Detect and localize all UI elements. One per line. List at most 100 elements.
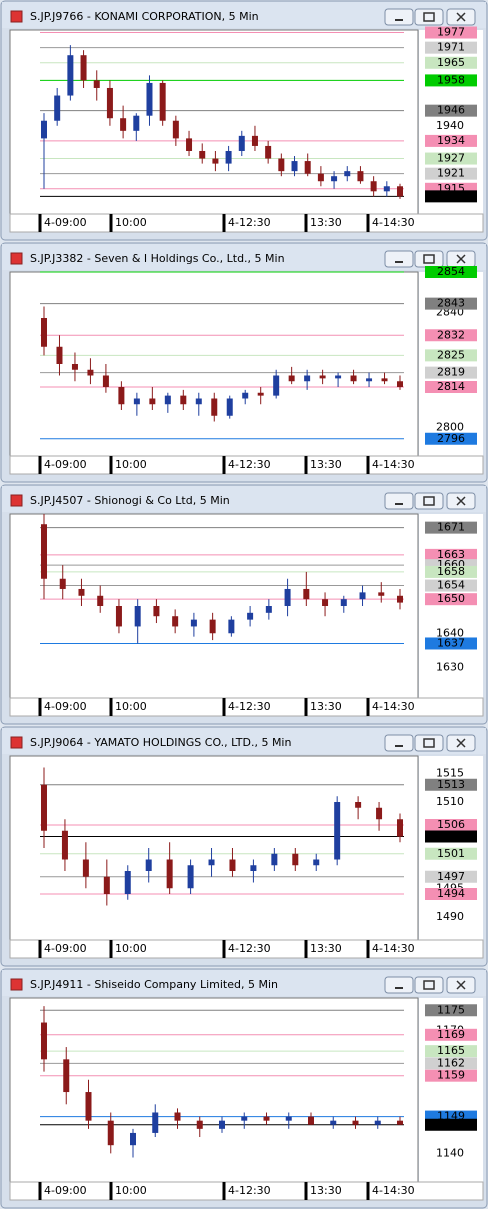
level-box (425, 134, 477, 147)
maximize-button[interactable] (414, 734, 444, 752)
level-box (425, 297, 477, 310)
candle-body (164, 395, 171, 405)
level-label: 2843 (437, 297, 465, 310)
level-label: 1927 (437, 152, 465, 165)
time-label: 4-14:30 (372, 216, 415, 229)
candle-body (292, 853, 299, 866)
window-icon (10, 978, 23, 991)
level-box (425, 1057, 477, 1070)
minimize-button[interactable] (384, 8, 414, 26)
price-tick-label: 2800 (436, 420, 464, 433)
candle-body (130, 1132, 136, 1146)
level-box (425, 847, 477, 860)
level-box (425, 152, 477, 165)
level-label: 1958 (437, 73, 465, 86)
candle-body (187, 865, 194, 889)
candle-body (350, 375, 357, 382)
time-label: 4-12:30 (228, 700, 271, 713)
close-glyph (456, 254, 466, 264)
level-box (425, 565, 477, 578)
candle-body (330, 1120, 337, 1125)
candle-body (288, 375, 295, 382)
candle-body (344, 171, 351, 177)
max-glyph (423, 738, 435, 748)
candle-body (376, 807, 383, 820)
candle-body (190, 619, 197, 627)
max-glyph (423, 254, 435, 264)
candle-body (159, 82, 166, 121)
candle-body (334, 802, 341, 860)
level-label: 1637 (437, 636, 465, 649)
candle-body (93, 80, 100, 88)
level-label: 1650 (437, 592, 465, 605)
minimize-button[interactable] (384, 250, 414, 268)
candle-body (228, 619, 235, 634)
time-label: 10:00 (115, 700, 147, 713)
candle-body (172, 120, 179, 139)
close-glyph (456, 496, 466, 506)
time-axis (9, 939, 484, 959)
candle-body (180, 395, 187, 405)
price-tick-label: 1630 (436, 660, 464, 673)
candle-body (303, 588, 310, 600)
time-label: 4-12:30 (228, 216, 271, 229)
level-box (425, 26, 477, 39)
level-label: 2796 (437, 432, 465, 445)
price-tick-label: 1510 (436, 795, 464, 808)
candle-body (212, 158, 219, 164)
level-box (425, 349, 477, 362)
candle-body (313, 859, 320, 866)
maximize-button[interactable] (414, 8, 444, 26)
level-box (425, 190, 477, 203)
candle-body (366, 378, 373, 382)
time-axis (9, 455, 484, 475)
candle-body (85, 1092, 92, 1121)
max-glyph (423, 12, 435, 22)
time-label: 4-14:30 (372, 700, 415, 713)
minimize-button[interactable] (384, 976, 414, 994)
candle-body (133, 398, 140, 405)
level-label: 1946 (437, 104, 465, 117)
chart-area (9, 513, 419, 699)
level-box (425, 521, 477, 534)
candle-body (370, 181, 377, 192)
maximize-button[interactable] (414, 492, 444, 510)
time-label: 4-09:00 (44, 942, 87, 955)
candle-body (263, 1116, 270, 1121)
maximize-button[interactable] (414, 976, 444, 994)
candle-body (54, 95, 61, 121)
candle-body (186, 138, 193, 151)
candle-body (265, 606, 272, 613)
candle-body (335, 375, 342, 379)
candle-body (146, 82, 153, 116)
level-box (425, 637, 477, 650)
level-box (425, 593, 477, 606)
chart-area (9, 29, 419, 215)
time-label: 4-09:00 (44, 1184, 87, 1197)
level-box (425, 870, 477, 883)
candle-body (242, 392, 249, 399)
candle-body (174, 1112, 181, 1121)
minimize-button[interactable] (384, 492, 414, 510)
candle-body (59, 578, 66, 589)
chart-area (9, 997, 419, 1183)
candle-body (61, 830, 68, 860)
candle-body (107, 1120, 114, 1146)
level-label: 2819 (437, 366, 465, 379)
level-label: 2814 (437, 380, 465, 393)
candle-body (265, 145, 272, 159)
chart-area (9, 271, 419, 457)
candle-body (291, 161, 298, 172)
level-box (425, 819, 477, 831)
level-label: 1165 (437, 1044, 465, 1057)
candle-body (331, 176, 338, 182)
candle-body (226, 398, 233, 416)
candle-body (383, 186, 390, 192)
level-box (425, 778, 477, 791)
level-label: 1169 (437, 1028, 465, 1041)
candle-body (172, 616, 179, 627)
level-box (425, 432, 477, 445)
time-label: 4-12:30 (228, 1184, 271, 1197)
minimize-button[interactable] (384, 734, 414, 752)
